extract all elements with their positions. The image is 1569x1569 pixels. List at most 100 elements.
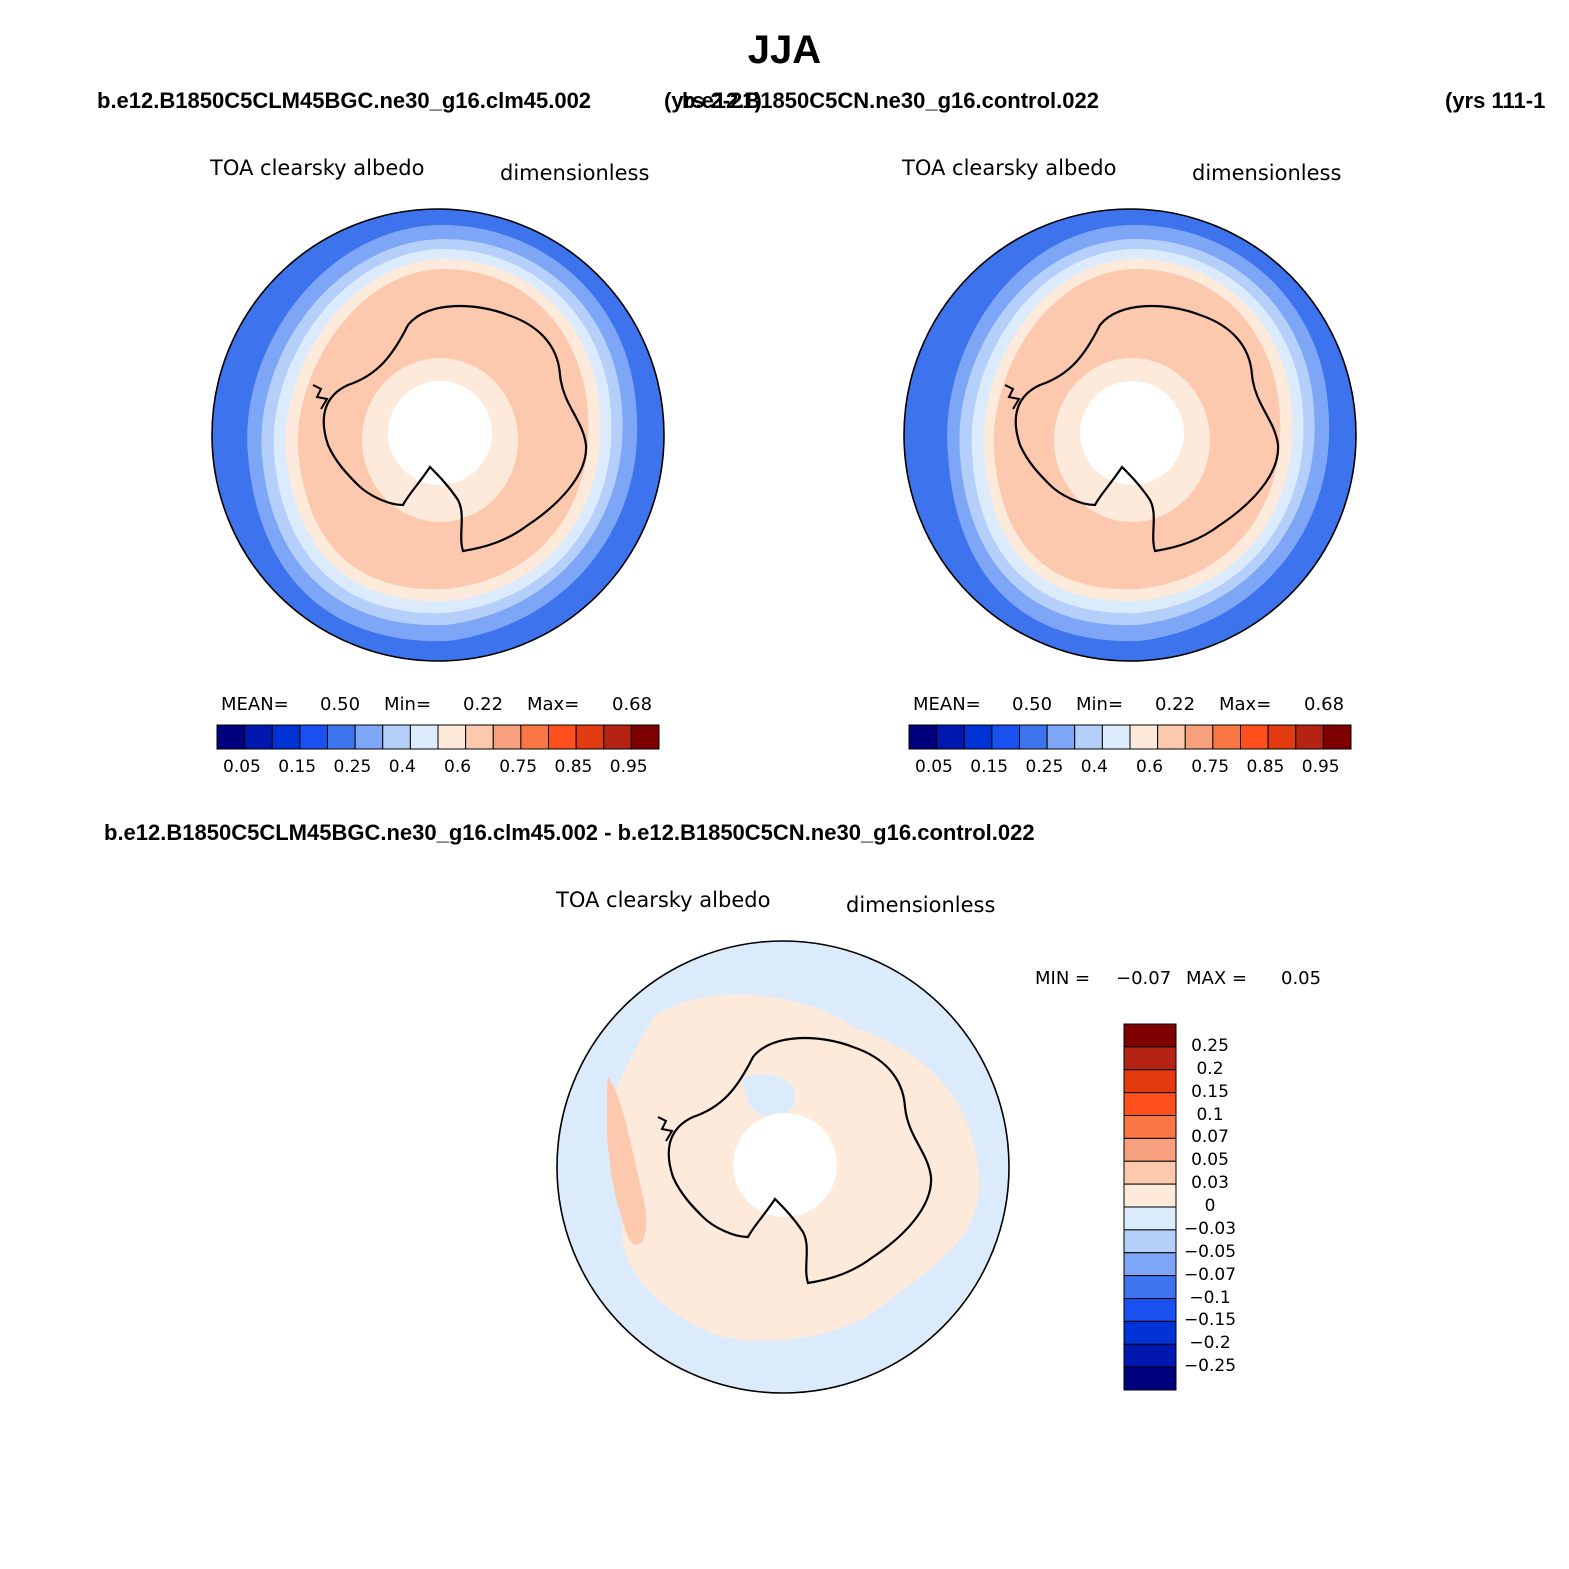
diff-negative-patch: [743, 1074, 796, 1117]
colorbar-swatch: [327, 724, 356, 750]
diff-title: b.e12.B1850C5CLM45BGC.ne30_g16.clm45.002…: [104, 820, 1035, 845]
diff-colorbar-tick-label: −0.07: [1183, 1264, 1237, 1285]
diff-colorbar-swatch: [1123, 1115, 1177, 1139]
diff-colorbar-tick-label: 0.1: [1196, 1104, 1224, 1125]
right-min-label: Min=: [1076, 694, 1124, 715]
diff-colorbar-tick-label: 0.15: [1191, 1081, 1229, 1102]
diff-colorbar-tick-label: 0.03: [1191, 1173, 1229, 1194]
diff-colorbar-swatch: [1123, 1137, 1177, 1162]
colorbar-swatch: [991, 724, 1020, 750]
diff-colorbar-swatch: [1123, 1343, 1177, 1368]
diff-antarctica-coastline: [667, 1036, 933, 1285]
left-units-label: dimensionless: [500, 161, 650, 185]
right-antarctica-coastline: [1014, 304, 1280, 553]
left-map-border: [211, 208, 665, 662]
colorbar-swatch: [1240, 724, 1269, 750]
diff-colorbar-swatch: [1123, 1298, 1177, 1322]
diff-colorbar-swatch: [1123, 1160, 1177, 1185]
diff-colorbar-tick-label: −0.15: [1183, 1310, 1237, 1331]
right-peninsula-coast: [1004, 384, 1021, 410]
diff-colorbar-tick-label: 0.2: [1196, 1058, 1224, 1079]
colorbar-tick-label: 0.6: [1136, 757, 1164, 777]
right-polar-map: [903, 208, 1357, 662]
case-name-right: b.e12.B1850C5CN.ne30_g16.control.022: [682, 88, 1099, 113]
colorbar-swatch: [908, 724, 938, 750]
diff-colorbar-swatch: [1123, 1252, 1177, 1277]
colorbar-swatch: [1157, 724, 1186, 750]
diff-colorbar-tick-label: 0: [1204, 1196, 1216, 1216]
colorbar-tick-label: 0.75: [499, 757, 538, 777]
colorbar-swatch: [548, 724, 577, 750]
colorbar-tick-label: 0.95: [609, 757, 648, 777]
colorbar-swatch: [271, 724, 301, 750]
colorbar-swatch: [575, 724, 605, 750]
diff-min-value: −0.07: [1116, 968, 1172, 989]
right-max-label: Max=: [1219, 694, 1272, 715]
diff-colorbar-swatch: [1123, 1229, 1177, 1254]
colorbar-tick-label: 0.95: [1301, 757, 1340, 777]
diff-variable-label: TOA clearsky albedo: [556, 888, 771, 912]
colorbar-swatch: [603, 724, 632, 750]
colorbar-swatch: [1046, 724, 1076, 750]
diff-colorbar-tick-label: −0.1: [1189, 1287, 1231, 1308]
right-mean-value: 0.50: [1012, 694, 1053, 715]
colorbar-swatch: [1074, 724, 1103, 750]
case-name-left: b.e12.B1850C5CLM45BGC.ne30_g16.clm45.002: [97, 88, 592, 113]
right-polar-hole: [1080, 381, 1184, 485]
case-years-left: (yrs 2-21): [664, 88, 762, 113]
right-variable-label: TOA clearsky albedo: [902, 156, 1117, 180]
diff-positive-strip: [606, 1077, 647, 1245]
colorbar-swatch: [1101, 724, 1131, 750]
right-min-value: 0.22: [1155, 694, 1196, 715]
diff-colorbar-tick-label: −0.05: [1183, 1241, 1237, 1262]
diff-polar-map: [556, 940, 1010, 1394]
colorbar-tick-label: 0.85: [554, 757, 593, 777]
colorbar-tick-label: 0.05: [915, 757, 953, 777]
colorbar-swatch: [382, 724, 411, 750]
colorbar-tick-label: 0.85: [1246, 757, 1285, 777]
colorbar-tick-label: 0.05: [223, 757, 261, 777]
diff-colorbar: [1123, 1023, 1177, 1391]
diff-colorbar-swatch: [1123, 1046, 1177, 1071]
diff-colorbar-swatch: [1123, 1092, 1177, 1116]
left-max-label: Max=: [527, 694, 580, 715]
diff-colorbar-tick-label: −0.2: [1189, 1333, 1231, 1354]
colorbar-swatch: [437, 724, 467, 750]
colorbar-swatch: [1184, 724, 1214, 750]
colorbar-swatch: [963, 724, 993, 750]
diff-peninsula-coast: [657, 1116, 674, 1142]
left-mean-label: MEAN=: [221, 694, 289, 715]
colorbar-swatch: [936, 724, 965, 750]
diff-colorbar-tick-label: 0.05: [1191, 1150, 1229, 1171]
diff-colorbar-tick-label: −0.25: [1183, 1356, 1237, 1377]
colorbar-swatch: [354, 724, 384, 750]
colorbar-tick-label: 0.4: [1080, 757, 1108, 777]
left-polar-map: [211, 208, 665, 662]
left-min-value: 0.22: [463, 694, 504, 715]
right-units-label: dimensionless: [1192, 161, 1342, 185]
colorbar-swatch: [1322, 724, 1352, 750]
diff-colorbar-tick-label: −0.03: [1183, 1218, 1237, 1239]
colorbar-swatch: [492, 724, 522, 750]
diff-colorbar-swatch: [1123, 1320, 1177, 1345]
left-peninsula-coast: [312, 384, 329, 410]
left-min-label: Min=: [384, 694, 432, 715]
colorbar-swatch: [1212, 724, 1241, 750]
left-max-value: 0.68: [612, 694, 653, 715]
diff-max-label: MAX =: [1186, 968, 1247, 989]
right-colorbar: [908, 724, 1352, 750]
colorbar-swatch: [299, 724, 328, 750]
colorbar-tick-label: 0.15: [278, 757, 317, 777]
colorbar-swatch: [216, 724, 246, 750]
diff-colorbar-swatch: [1123, 1366, 1177, 1391]
colorbar-swatch: [1295, 724, 1324, 750]
colorbar-tick-label: 0.25: [1025, 757, 1064, 777]
diff-map-border: [556, 940, 1010, 1394]
diff-colorbar-tick-label: 0.07: [1191, 1127, 1229, 1148]
right-map-border: [903, 208, 1357, 662]
right-mean-label: MEAN=: [913, 694, 981, 715]
diff-colorbar-swatch: [1123, 1206, 1177, 1231]
colorbar-tick-label: 0.4: [388, 757, 416, 777]
figure-title: JJA: [747, 28, 822, 72]
case-years-right: (yrs 111-1: [1445, 88, 1546, 113]
